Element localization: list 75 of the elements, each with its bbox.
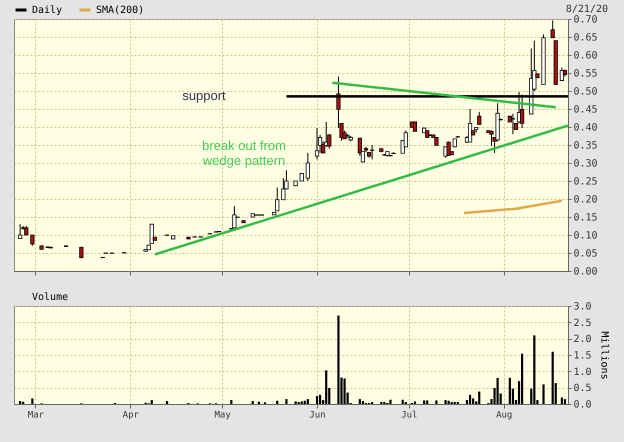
x-tick-label: Jul xyxy=(401,410,418,420)
y-tick-label: 0.35 xyxy=(574,140,598,152)
bar xyxy=(444,400,447,404)
bar xyxy=(508,378,511,404)
bar xyxy=(448,400,450,404)
y-tick-label: 0.30 xyxy=(574,158,598,170)
y-tick-label: 0.05 xyxy=(574,248,598,260)
candlestick xyxy=(232,206,236,228)
y-tick-label: 0.50 xyxy=(574,86,598,98)
bar xyxy=(496,378,499,404)
bar xyxy=(520,354,524,404)
y-tick-label: 0.70 xyxy=(574,14,598,26)
bar xyxy=(276,400,278,404)
bar xyxy=(472,398,474,404)
bar xyxy=(252,401,254,404)
x-tick-label: Aug xyxy=(496,410,512,420)
bar xyxy=(325,370,328,404)
bar xyxy=(166,401,168,404)
bar xyxy=(533,335,536,404)
bar xyxy=(150,400,153,404)
y-tick-label: 0.60 xyxy=(574,50,598,62)
bar xyxy=(316,396,318,404)
legend-label: SMA(200) xyxy=(96,5,144,16)
y-tick-label: 0.65 xyxy=(574,32,598,44)
bar xyxy=(285,399,288,404)
candlestick xyxy=(477,111,482,125)
bar xyxy=(358,399,361,404)
y-tick-label: 0.25 xyxy=(574,176,598,188)
bar xyxy=(304,400,306,404)
y-tick-label: 0.10 xyxy=(574,230,598,242)
annotation: break out from wedge pattern xyxy=(202,138,286,168)
text: 8/21/20 xyxy=(566,4,608,15)
y-tick-label: 0.55 xyxy=(574,68,598,80)
bar xyxy=(560,397,563,404)
bar xyxy=(362,401,364,404)
bar xyxy=(542,384,545,404)
y-tick-label: 3.0 xyxy=(574,302,592,312)
y-axis-title: Millions xyxy=(598,331,610,380)
bar xyxy=(564,399,566,404)
y-tick-label: 0.5 xyxy=(574,383,592,394)
candlestick xyxy=(314,128,320,160)
bar xyxy=(337,315,340,404)
candlestick xyxy=(446,140,451,156)
y-tick-label: 0.40 xyxy=(574,122,598,134)
y-tick-label: 1.5 xyxy=(574,350,592,362)
bar xyxy=(478,392,480,404)
x-tick-label: Mar xyxy=(28,410,45,420)
x-tick-label: Jun xyxy=(309,410,326,420)
y-tick-label: 2.0 xyxy=(574,334,592,346)
bar xyxy=(343,378,346,404)
y-tick-label: 0.20 xyxy=(574,194,598,206)
bar xyxy=(402,400,404,404)
y-tick-label: 0.45 xyxy=(574,104,598,116)
y-tick-label: 0.0 xyxy=(574,400,592,410)
candlestick xyxy=(489,130,494,147)
bar xyxy=(300,401,303,404)
y-tick-label: 0.15 xyxy=(574,212,598,224)
y-tick-label: 0.00 xyxy=(574,266,598,278)
bar xyxy=(306,399,309,404)
bar xyxy=(426,400,428,404)
bar xyxy=(552,352,554,404)
legend-label: Daily xyxy=(32,5,62,16)
candlestick xyxy=(79,246,84,258)
y-tick-label: 1.0 xyxy=(574,366,592,378)
bar xyxy=(230,400,232,404)
annotation: support xyxy=(182,88,226,103)
candlestick xyxy=(550,20,555,38)
y-tick-label: 2.5 xyxy=(574,318,592,329)
candlestick xyxy=(370,144,374,160)
x-tick-label: May xyxy=(214,410,232,420)
bar xyxy=(468,394,472,404)
text: Volume xyxy=(32,292,68,303)
bar xyxy=(318,394,322,404)
x-tick-label: Apr xyxy=(122,410,140,420)
candlestick xyxy=(412,122,418,132)
